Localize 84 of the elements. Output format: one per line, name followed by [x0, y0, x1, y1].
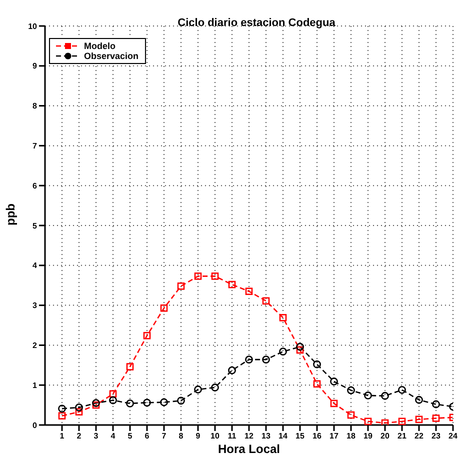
y-tick-label: 4 [32, 261, 38, 270]
point [330, 378, 338, 386]
y-tick-label: 7 [32, 142, 38, 151]
point [211, 272, 219, 280]
point [398, 418, 406, 425]
point [381, 392, 389, 400]
point [143, 332, 151, 340]
point [126, 363, 134, 370]
x-tick-label: 17 [330, 432, 339, 441]
point [415, 396, 423, 404]
point [262, 297, 270, 305]
point [228, 280, 236, 288]
x-tick-label: 11 [228, 432, 237, 441]
x-tick-label: 7 [162, 432, 167, 441]
point [143, 398, 151, 407]
x-tick-label: 16 [312, 432, 322, 441]
point [313, 360, 321, 368]
point [194, 386, 202, 394]
x-tick-label: 1 [60, 432, 65, 441]
x-tick-label: 20 [380, 432, 390, 441]
x-tick-label: 14 [278, 432, 288, 441]
point [160, 304, 168, 312]
y-tick-label: 5 [32, 221, 38, 230]
point [245, 356, 253, 364]
point [432, 414, 440, 422]
x-tick-label: 24 [448, 432, 458, 441]
point [347, 386, 355, 394]
point [245, 288, 253, 295]
x-tick-label: 13 [262, 432, 271, 441]
point [109, 390, 117, 398]
point [296, 346, 304, 354]
point [109, 396, 117, 404]
y-tick-label: 10 [28, 22, 38, 31]
x-tick-label: 12 [244, 432, 254, 441]
x-tick-label: 23 [432, 432, 441, 441]
point [279, 348, 287, 356]
x-tick-label: 5 [128, 432, 133, 441]
point [75, 403, 83, 412]
chart-title: Ciclo diario estacion Codegua [176, 17, 336, 29]
point [296, 342, 304, 351]
point [313, 380, 321, 388]
point [279, 314, 287, 322]
point [228, 366, 236, 374]
y-tick-label: 6 [32, 181, 38, 190]
point [364, 418, 372, 425]
y-tick-label: 8 [32, 102, 38, 111]
point [415, 416, 423, 424]
point [194, 272, 202, 280]
x-tick-label: 6 [144, 432, 150, 441]
point [347, 411, 355, 419]
point [262, 356, 270, 364]
y-tick-label: 0 [32, 420, 38, 430]
x-tick-label: 15 [296, 432, 305, 441]
x-tick-label: 10 [210, 432, 220, 441]
x-tick-label: 19 [364, 432, 373, 441]
x-tick-label: 9 [196, 432, 201, 441]
point [58, 404, 66, 413]
x-tick-label: 4 [110, 432, 116, 441]
point [432, 400, 440, 408]
point [398, 386, 406, 394]
y-tick-label: 2 [32, 341, 38, 350]
point [160, 398, 168, 406]
point [177, 282, 185, 290]
x-axis-title: Hora Local [218, 442, 280, 455]
x-tick-label: 8 [178, 432, 184, 441]
point [177, 396, 185, 405]
y-axis-title: ppb [3, 204, 18, 226]
y-tick-label: 9 [32, 62, 38, 71]
legend-label: Observacion [84, 51, 139, 61]
legend-label: Modelo [84, 41, 116, 51]
point [211, 384, 219, 392]
y-tick-label: 3 [32, 301, 38, 310]
y-tick-label: 1 [32, 380, 38, 390]
x-tick-label: 18 [346, 432, 356, 441]
x-tick-label: 21 [398, 432, 407, 441]
point [330, 400, 338, 408]
x-tick-label: 22 [414, 432, 424, 441]
x-tick-label: 3 [94, 432, 99, 441]
point [75, 408, 83, 416]
point [126, 400, 134, 408]
x-tick-label: 2 [76, 432, 82, 441]
point [381, 419, 389, 425]
point [364, 392, 372, 400]
point [58, 412, 66, 420]
